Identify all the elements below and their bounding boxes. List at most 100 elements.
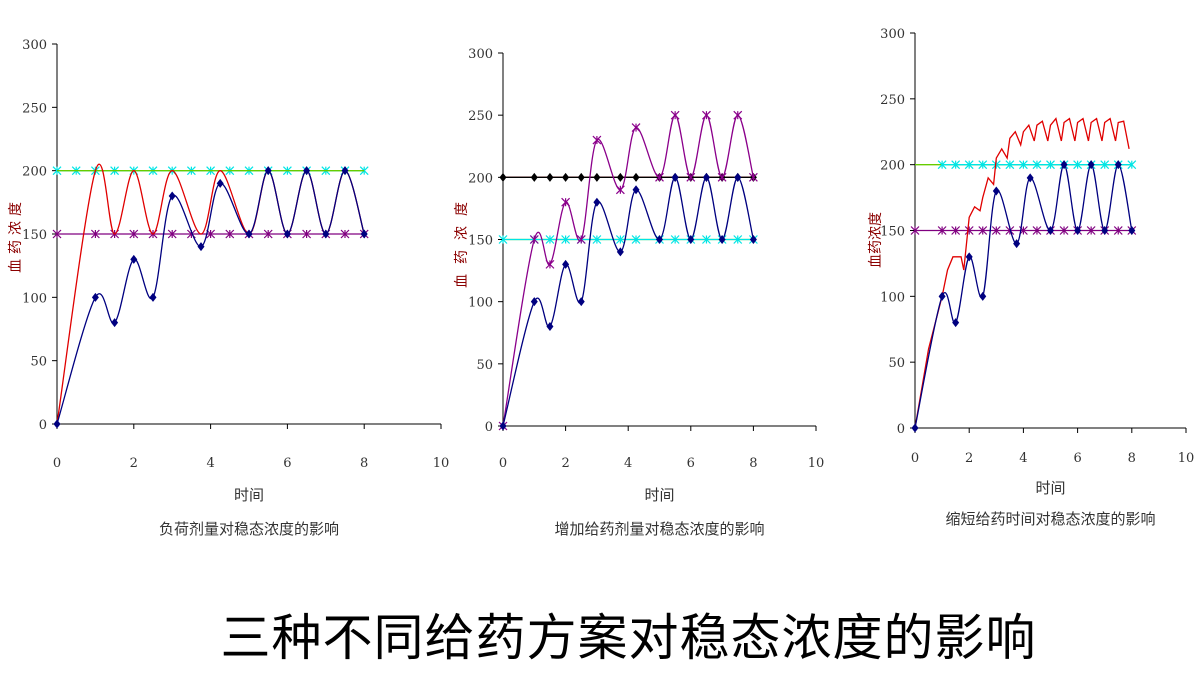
y-tick-label: 50: [888, 356, 905, 371]
data-point: [702, 172, 710, 182]
data-point: [631, 123, 641, 133]
data-point: [577, 172, 585, 182]
data-point: [197, 242, 205, 252]
data-point: [264, 166, 272, 176]
chart-caption: 负荷剂量对稳态浓度的影响: [159, 520, 339, 538]
data-point: [632, 185, 640, 195]
data-point: [149, 292, 157, 302]
x-tick-label: 4: [624, 456, 632, 471]
data-point: [979, 291, 987, 301]
chart-shortened-interval: 0 50 100 150 200 250 300 0 2 4 6 8 10 时间缩短给药时间对稳态浓度的影…: [868, 27, 1194, 528]
data-point: [1026, 173, 1034, 183]
data-point: [302, 229, 312, 239]
data-point: [937, 226, 947, 235]
data-point: [245, 229, 253, 239]
data-point: [702, 235, 711, 244]
main-title: 三种不同给药方案对稳态浓度的影响: [220, 609, 1037, 667]
x-axis-label: 时间: [1035, 479, 1065, 497]
data-point: [687, 235, 695, 244]
data-point: [670, 110, 680, 120]
y-axis-label: 血药浓度: [454, 192, 470, 288]
data-point: [130, 254, 138, 264]
data-point: [529, 235, 539, 244]
x-tick-label: 0: [53, 456, 61, 471]
data-point: [655, 172, 664, 182]
data-point: [964, 226, 974, 235]
data-point: [632, 172, 640, 182]
data-point: [90, 229, 100, 239]
y-tick-label: 200: [880, 159, 905, 174]
series-5: [499, 172, 757, 431]
data-point: [951, 160, 961, 170]
x-tick-label: 8: [749, 456, 757, 471]
data-point: [733, 110, 743, 120]
data-point: [951, 226, 961, 235]
data-point: [216, 178, 224, 188]
data-point: [111, 318, 119, 328]
data-point: [718, 235, 726, 244]
data-point: [530, 172, 538, 182]
data-point: [545, 259, 555, 269]
data-point: [593, 172, 601, 182]
series-2: [910, 226, 1137, 235]
y-tick-label: 200: [468, 171, 493, 186]
data-point: [91, 292, 99, 302]
data-point: [615, 235, 625, 244]
data-point: [1128, 226, 1136, 235]
y-tick-label: 250: [22, 101, 47, 116]
data-point: [546, 322, 554, 332]
y-tick-label: 200: [22, 165, 47, 180]
data-point: [1086, 226, 1096, 235]
x-tick-label: 8: [360, 456, 368, 471]
data-point: [593, 197, 601, 207]
data-point: [360, 229, 368, 239]
y-tick-label: 50: [30, 355, 47, 370]
data-point: [686, 172, 696, 182]
data-point: [283, 229, 291, 239]
data-point: [1018, 160, 1028, 170]
chart-increased-dose: 0 50 100 150 200 250 300 0 2 4 6 8 10 时间增加给药剂量对稳态浓度的影…: [454, 47, 825, 538]
x-tick-label: 4: [1019, 451, 1027, 466]
data-point: [733, 235, 743, 244]
data-point: [53, 419, 61, 429]
data-point: [615, 185, 625, 195]
data-point: [592, 135, 602, 145]
data-point: [991, 226, 1001, 235]
data-point: [734, 172, 742, 182]
data-point: [992, 186, 1000, 196]
data-point: [1113, 226, 1123, 235]
x-tick-label: 2: [965, 451, 973, 466]
series-1: [937, 160, 1137, 170]
data-point: [671, 172, 679, 182]
series-line: [914, 164, 1133, 429]
data-point: [545, 235, 555, 244]
y-tick-label: 50: [476, 358, 493, 373]
data-point: [499, 172, 507, 182]
chart-caption: 增加给药剂量对稳态浓度的影响: [554, 520, 764, 538]
series-4: [53, 166, 368, 429]
data-point: [1059, 226, 1069, 235]
data-point: [577, 297, 585, 307]
data-point: [52, 229, 62, 239]
data-point: [965, 252, 973, 262]
data-point: [530, 297, 538, 307]
x-tick-label: 0: [911, 451, 919, 466]
y-tick-label: 300: [880, 27, 905, 42]
y-tick-label: 300: [468, 47, 493, 62]
data-point: [562, 259, 570, 269]
x-tick-label: 6: [1073, 451, 1081, 466]
data-point: [263, 229, 273, 239]
x-tick-label: 10: [808, 456, 825, 471]
y-tick-label: 150: [22, 228, 47, 243]
y-tick-label: 250: [880, 93, 905, 108]
x-tick-label: 8: [1128, 451, 1136, 466]
series-3: [914, 117, 1130, 429]
data-point: [1127, 160, 1137, 170]
series-4: [911, 160, 1136, 433]
y-tick-label: 100: [468, 296, 493, 311]
data-point: [670, 235, 680, 244]
data-point: [978, 226, 988, 235]
x-tick-label: 2: [561, 456, 569, 471]
y-tick-label: 250: [468, 109, 493, 124]
